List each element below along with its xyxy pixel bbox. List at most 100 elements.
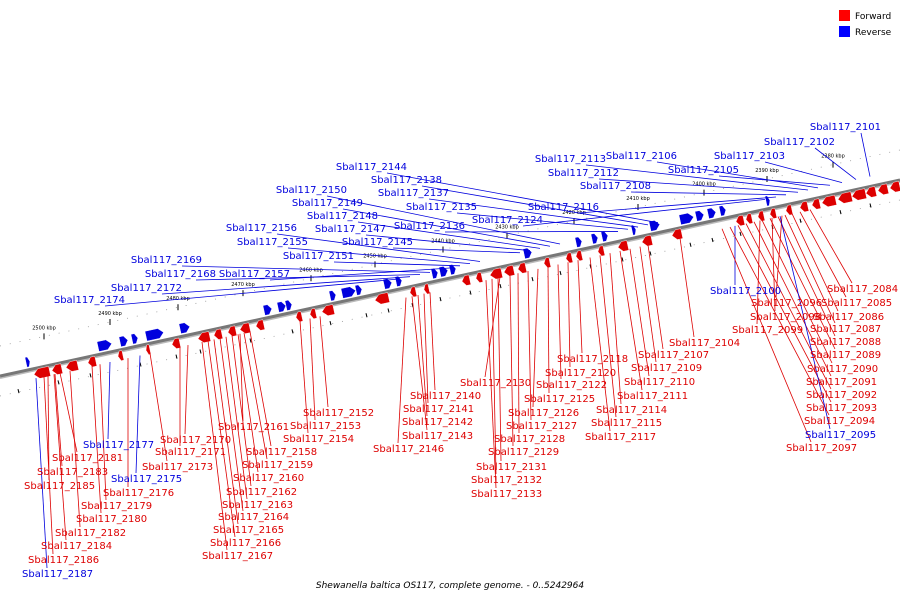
gene-label[interactable]: Sbal117_2142 [402,417,473,428]
gene-label[interactable]: Sbal117_2166 [210,538,281,549]
gene-label[interactable]: Sbal117_2117 [585,432,656,443]
gene-label[interactable]: Sbal117_2174 [54,295,125,306]
gene-label[interactable]: Sbal117_2160 [233,473,304,484]
gene-label[interactable]: Sbal117_2104 [669,338,740,349]
gene-label[interactable]: Sbal117_2112 [548,168,619,179]
gene-label[interactable]: Sbal117_2157 [219,269,290,280]
gene-label[interactable]: Sbal117_2105 [668,165,739,176]
gene-label[interactable]: Sbal117_2180 [76,514,147,525]
gene-label[interactable]: Sbal117_2149 [292,198,363,209]
gene-label[interactable]: Sbal117_2154 [283,434,354,445]
gene-label[interactable]: Sbal117_2129 [488,447,559,458]
gene-label[interactable]: Sbal117_2113 [535,154,606,165]
gene-label[interactable]: Sbal117_2158 [246,447,317,458]
gene-label[interactable]: Sbal117_2138 [371,175,442,186]
gene-label[interactable]: Sbal117_2162 [226,487,297,498]
gene-label[interactable]: Sbal117_2122 [536,380,607,391]
gene-label[interactable]: Sbal117_2084 [827,284,898,295]
gene-label[interactable]: Sbal117_2107 [638,350,709,361]
gene-label[interactable]: Sbal117_2147 [315,224,386,235]
gene-label[interactable]: Sbal117_2155 [237,237,308,248]
gene-label[interactable]: Sbal117_2130 [460,378,531,389]
gene-label[interactable]: Sbal117_2090 [807,364,878,375]
gene-label[interactable]: Sbal117_2108 [580,181,651,192]
gene-label[interactable]: Sbal117_2176 [103,488,174,499]
gene-label[interactable]: Sbal117_2144 [336,162,407,173]
gene-label[interactable]: Sbal117_2171 [155,447,226,458]
gene-label[interactable]: Sbal117_2092 [806,390,877,401]
gene-label[interactable]: Sbal117_2177 [83,440,154,451]
gene-label[interactable]: Sbal117_2168 [145,269,216,280]
gene-label[interactable]: Sbal117_2175 [111,474,182,485]
gene-label[interactable]: Sbal117_2184 [41,541,112,552]
gene-label[interactable]: Sbal117_2135 [406,202,477,213]
gene-label[interactable]: Sbal117_2133 [471,489,542,500]
gene-label[interactable]: Sbal117_2127 [506,421,577,432]
gene-label[interactable]: Sbal117_2118 [557,354,628,365]
gene-label[interactable]: Sbal117_2126 [508,408,579,419]
gene-label[interactable]: Sbal117_2106 [606,151,677,162]
gene-label[interactable]: Sbal117_2164 [218,512,289,523]
gene-label[interactable]: Sbal117_2132 [471,475,542,486]
gene-label[interactable]: Sbal117_2128 [494,434,565,445]
gene-label[interactable]: Sbal117_2089 [810,350,881,361]
gene-label[interactable]: Sbal117_2085 [821,298,892,309]
gene-label[interactable]: Sbal117_2181 [52,453,123,464]
gene-label[interactable]: Sbal117_2096 [751,298,822,309]
gene-label[interactable]: Sbal117_2148 [307,211,378,222]
gene-label[interactable]: Sbal117_2141 [403,404,474,415]
gene-label[interactable]: Sbal117_2125 [524,394,595,405]
gene-label[interactable]: Sbal117_2088 [810,337,881,348]
gene-label[interactable]: Sbal117_2100 [710,286,781,297]
gene-label[interactable]: Sbal117_2087 [810,324,881,335]
gene-label[interactable]: Sbal117_2150 [276,185,347,196]
gene-label[interactable]: Sbal117_2146 [373,444,444,455]
gene-label[interactable]: Sbal117_2099 [732,325,803,336]
gene-label[interactable]: Sbal117_2165 [213,525,284,536]
gene-label[interactable]: Sbal117_2163 [222,500,293,511]
gene-label[interactable]: Sbal117_2151 [283,251,354,262]
gene-label[interactable]: Sbal117_2098 [750,312,821,323]
gene-label[interactable]: Sbal117_2152 [303,408,374,419]
gene-label[interactable]: Sbal117_2182 [55,528,126,539]
gene-label[interactable]: Sbal117_2110 [624,377,695,388]
gene-label[interactable]: Sbal117_2159 [242,460,313,471]
gene-label[interactable]: Sbal117_2140 [410,391,481,402]
gene-label[interactable]: Sbal117_2156 [226,223,297,234]
gene-label[interactable]: Sbal117_2116 [528,202,599,213]
gene-label[interactable]: Sbal117_2091 [806,377,877,388]
gene-label[interactable]: Sbal117_2103 [714,151,785,162]
gene-label[interactable]: Sbal117_2120 [545,368,616,379]
gene-label[interactable]: Sbal117_2114 [596,405,667,416]
gene-label[interactable]: Sbal117_2173 [142,462,213,473]
gene-label[interactable]: Sbal117_2109 [631,363,702,374]
gene-label[interactable]: Sbal117_2102 [764,137,835,148]
gene-label[interactable]: Sbal117_2185 [24,481,95,492]
gene-label[interactable]: Sbal117_2086 [813,312,884,323]
leader-line [809,209,853,284]
gene-label[interactable]: Sbal117_2143 [402,431,473,442]
gene-label[interactable]: Sbal117_2093 [806,403,877,414]
gene-label[interactable]: Sbal117_2187 [22,569,93,580]
gene-label[interactable]: Sbal117_2161 [218,422,289,433]
gene-label[interactable]: Sbal117_2136 [394,221,465,232]
gene-label[interactable]: Sbal117_2095 [805,430,876,441]
gene-label[interactable]: Sbal117_2131 [476,462,547,473]
gene-label[interactable]: Sbal117_2153 [290,421,361,432]
gene-label[interactable]: Sbal117_2169 [131,255,202,266]
gene-label[interactable]: Sbal117_2111 [617,391,688,402]
gene-label[interactable]: Sbal117_2137 [378,188,449,199]
gene-label[interactable]: Sbal117_2145 [342,237,413,248]
gene-label[interactable]: Sbal117_2097 [786,443,857,454]
gene-label[interactable]: Sbal117_2115 [591,418,662,429]
gene-label[interactable]: Sbal117_2167 [202,551,273,562]
gene-label[interactable]: Sbal117_2124 [472,215,543,226]
gene-label[interactable]: Sbal117_2172 [111,283,182,294]
gene-label[interactable]: Sbal117_2183 [37,467,108,478]
gene-label[interactable]: Sbal117_2186 [28,555,99,566]
gene-label[interactable]: Sbal117_2094 [804,416,875,427]
gene-label[interactable]: Sbal117_2170 [160,435,231,446]
leader-line [397,297,407,444]
gene-label[interactable]: Sbal117_2101 [810,122,881,133]
gene-label[interactable]: Sbal117_2179 [81,501,152,512]
